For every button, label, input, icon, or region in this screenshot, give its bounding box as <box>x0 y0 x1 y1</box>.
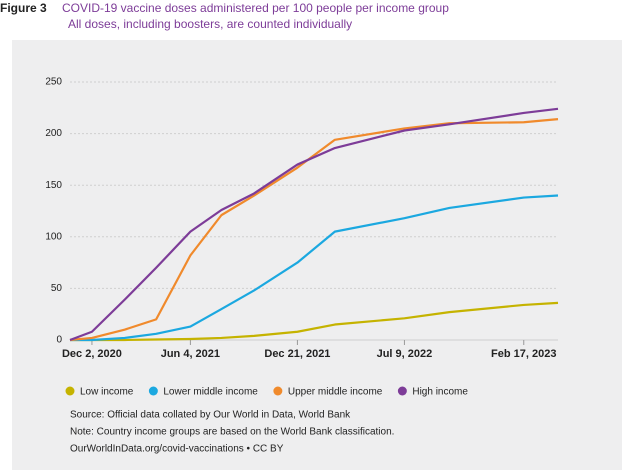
panel <box>12 40 622 470</box>
series-line <box>70 301 559 342</box>
x-tick-label: Dec 21, 2021 <box>264 348 330 360</box>
y-tick-label: 250 <box>45 77 62 88</box>
y-tick-label: 100 <box>45 231 62 242</box>
legend-swatch <box>273 386 283 396</box>
chart-subtitle: All doses, including boosters, are count… <box>68 17 352 31</box>
y-tick-label: 0 <box>56 335 62 346</box>
series-line <box>69 107 559 342</box>
y-tick-label: 50 <box>51 283 63 294</box>
legend-label: Lower middle income <box>163 387 258 398</box>
legend-swatch <box>65 386 75 396</box>
x-tick-label: Jun 4, 2021 <box>161 348 220 360</box>
legend-label: High income <box>412 387 468 398</box>
x-tick-label: Feb 17, 2023 <box>491 348 556 360</box>
x-tick-label: Jul 9, 2022 <box>377 348 433 360</box>
x-tick-label: Dec 2, 2020 <box>62 348 122 360</box>
y-tick-label: 150 <box>45 180 62 191</box>
note: Note: Country income groups are based on… <box>70 427 394 438</box>
note: Source: Official data collated by Our Wo… <box>70 410 351 421</box>
series-line <box>70 194 559 342</box>
y-tick-label: 200 <box>45 128 62 139</box>
legend-swatch <box>397 386 407 396</box>
legend-swatch <box>148 386 158 396</box>
figure-label: Figure 3 <box>0 1 47 15</box>
legend-label: Upper middle income <box>288 387 383 398</box>
chart-title: COVID-19 vaccine doses administered per … <box>62 1 449 15</box>
legend-label: Low income <box>80 387 134 398</box>
note: OurWorldInData.org/covid-vaccinations • … <box>70 444 284 455</box>
